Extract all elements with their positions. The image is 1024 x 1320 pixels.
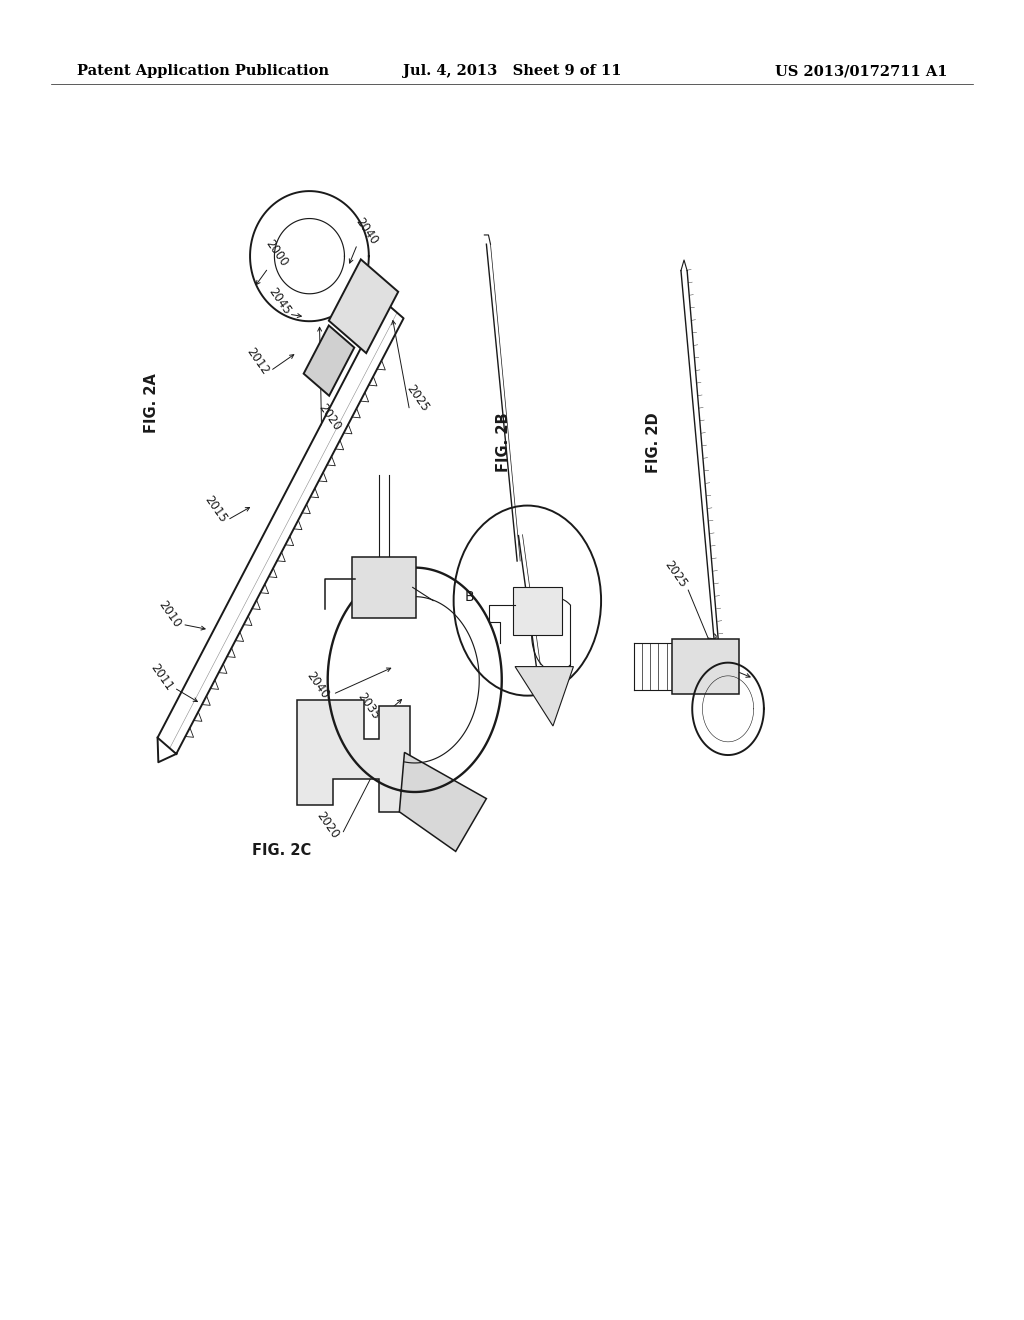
- Text: 2020: 2020: [313, 809, 342, 841]
- Text: 2050: 2050: [703, 631, 730, 663]
- Polygon shape: [297, 700, 410, 812]
- Text: B: B: [464, 590, 474, 603]
- Text: FIG. 2C: FIG. 2C: [252, 842, 311, 858]
- Text: 2020: 2020: [315, 401, 344, 433]
- Polygon shape: [515, 667, 573, 726]
- Text: Patent Application Publication: Patent Application Publication: [77, 65, 329, 78]
- FancyBboxPatch shape: [352, 557, 416, 618]
- Polygon shape: [304, 326, 354, 396]
- Polygon shape: [399, 752, 486, 851]
- Text: FIG. 2B: FIG. 2B: [497, 412, 511, 473]
- Text: 2011: 2011: [147, 661, 176, 693]
- Text: 2040: 2040: [352, 215, 381, 247]
- FancyBboxPatch shape: [513, 587, 562, 635]
- Text: FIG. 2A: FIG. 2A: [144, 372, 159, 433]
- Text: FIG. 2D: FIG. 2D: [646, 412, 660, 473]
- Text: 2010: 2010: [156, 598, 184, 630]
- Text: 2015: 2015: [201, 494, 229, 525]
- Polygon shape: [329, 259, 398, 354]
- Polygon shape: [158, 302, 403, 754]
- Text: 2025: 2025: [403, 383, 432, 414]
- Text: 2035: 2035: [355, 690, 382, 722]
- FancyBboxPatch shape: [672, 639, 739, 694]
- Text: 2000: 2000: [263, 238, 290, 269]
- Text: 2012: 2012: [244, 346, 272, 378]
- Text: US 2013/0172711 A1: US 2013/0172711 A1: [775, 65, 947, 78]
- Text: 2025: 2025: [662, 558, 690, 590]
- Text: Jul. 4, 2013   Sheet 9 of 11: Jul. 4, 2013 Sheet 9 of 11: [402, 65, 622, 78]
- Text: 2040: 2040: [303, 669, 332, 701]
- Text: 2045: 2045: [265, 285, 294, 317]
